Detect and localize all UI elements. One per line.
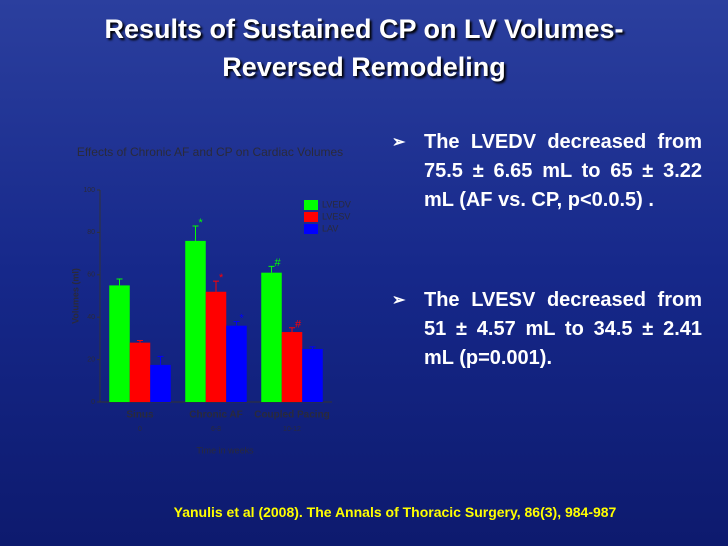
significance-marker: # bbox=[275, 257, 282, 269]
chart-title: Effects of Chronic AF and CP on Cardiac … bbox=[77, 145, 343, 159]
legend-swatch bbox=[304, 224, 318, 234]
x-tick-label: Coupled Pacing bbox=[254, 410, 330, 421]
y-tick-label: 60 bbox=[87, 272, 95, 279]
bar bbox=[185, 240, 206, 402]
bar bbox=[261, 272, 282, 402]
significance-marker: * bbox=[199, 217, 204, 229]
bullet-text: The LVESV decreased from 51 ± 4.57 mL to… bbox=[424, 289, 702, 369]
legend-label: LAV bbox=[322, 223, 338, 233]
y-tick-label: 40 bbox=[87, 314, 95, 321]
legend-swatch bbox=[304, 200, 318, 210]
y-tick-label: 0 bbox=[91, 399, 95, 406]
legend-swatch bbox=[304, 212, 318, 222]
bar bbox=[129, 342, 151, 402]
significance-marker: * bbox=[219, 272, 224, 284]
citation: Yanulis et al (2008). The Annals of Thor… bbox=[173, 504, 617, 520]
x-tick-note: 10-12 bbox=[283, 426, 301, 433]
bar bbox=[205, 291, 227, 402]
bar bbox=[302, 349, 323, 402]
bar bbox=[226, 325, 247, 402]
y-tick-label: 100 bbox=[83, 187, 95, 194]
bar bbox=[109, 285, 130, 402]
error-bar bbox=[116, 278, 123, 286]
significance-marker: * bbox=[240, 312, 245, 324]
bullet: ➢ The LVEDV decreased from 75.5 ± 6.65 mL… bbox=[392, 128, 702, 215]
x-axis-label: Time in weeks bbox=[196, 445, 254, 455]
x-tick-label: Sinus bbox=[126, 410, 154, 421]
slide-title: Results of Sustained CP on LV Volumes- bbox=[104, 14, 624, 44]
significance-marker: # bbox=[295, 319, 302, 331]
error-bar bbox=[233, 320, 240, 326]
legend-label: LVEDV bbox=[322, 199, 351, 209]
legend-label: LVESV bbox=[322, 211, 350, 221]
error-bar bbox=[289, 327, 295, 333]
slide-title: Reversed Remodeling bbox=[222, 52, 506, 82]
error-bar bbox=[192, 225, 199, 241]
error-bar bbox=[309, 346, 316, 349]
error-bar bbox=[268, 265, 275, 273]
x-tick-note: 0 bbox=[138, 426, 142, 433]
error-bar bbox=[213, 280, 219, 292]
y-tick-label: 20 bbox=[87, 356, 95, 363]
y-tick-label: 80 bbox=[87, 229, 95, 236]
bar bbox=[281, 332, 303, 402]
bar bbox=[150, 364, 171, 402]
error-bar bbox=[157, 355, 164, 365]
error-bar bbox=[137, 340, 143, 343]
bullet: ➢ The LVESV decreased from 51 ± 4.57 mL t… bbox=[392, 286, 702, 373]
x-tick-label: Chronic AF bbox=[189, 410, 243, 421]
y-axis-label: Volumes (ml) bbox=[70, 268, 80, 324]
x-tick-note: 6-8 bbox=[211, 426, 221, 433]
bullet-text: The LVEDV decreased from 75.5 ± 6.65 mL … bbox=[424, 131, 702, 211]
